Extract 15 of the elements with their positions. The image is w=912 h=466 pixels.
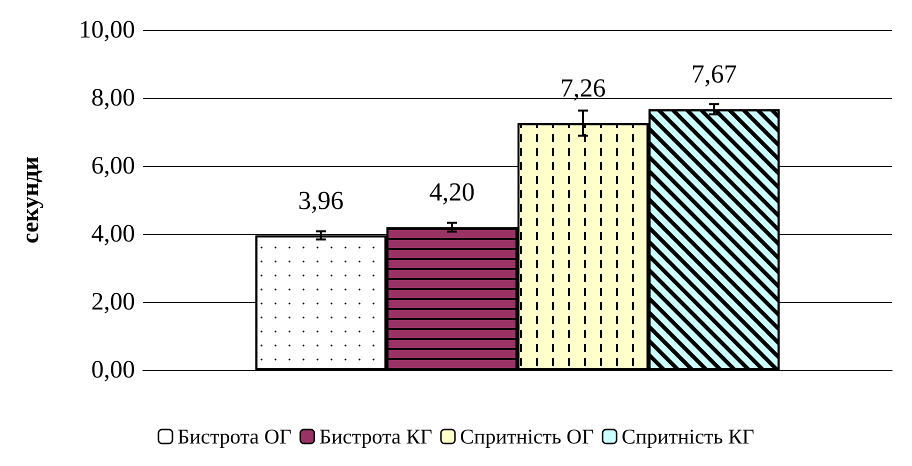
y-axis-title: секунди — [18, 156, 44, 244]
legend-label: Бистрота ОГ — [177, 424, 292, 448]
data-label: 7,26 — [560, 74, 606, 103]
y-tick-label: 6,00 — [91, 152, 135, 180]
y-tick-label: 4,00 — [91, 220, 135, 248]
y-tick-label: 0,00 — [91, 356, 135, 384]
y-tick-label: 2,00 — [91, 288, 135, 316]
legend-label: Спритність ОГ — [460, 424, 594, 448]
legend-label: Спритність КГ — [622, 424, 754, 448]
legend-label: Бистрота КГ — [319, 424, 432, 448]
data-label: 3,96 — [298, 186, 344, 215]
data-label: 7,67 — [691, 60, 737, 89]
y-tick-label: 10,00 — [78, 16, 135, 44]
y-tick-label: 8,00 — [91, 84, 135, 112]
data-label: 4,20 — [429, 178, 475, 207]
